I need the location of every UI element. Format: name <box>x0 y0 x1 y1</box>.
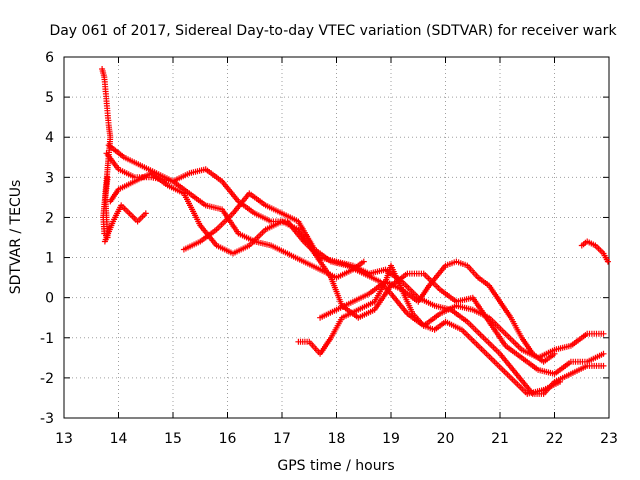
series-track-8 <box>578 238 611 265</box>
y-tick-label: 6 <box>45 50 54 66</box>
y-axis-title: SDTVAR / TECUs <box>8 180 24 295</box>
series-markers <box>578 238 611 265</box>
x-tick-label: 18 <box>328 431 346 447</box>
x-tick-label: 17 <box>273 431 291 447</box>
data-points <box>99 66 611 397</box>
series-track-6 <box>317 258 558 365</box>
series-track-early <box>99 66 114 241</box>
y-tick-label: -2 <box>40 371 54 387</box>
x-tick-label: 14 <box>110 431 128 447</box>
y-tick-label: 5 <box>45 90 54 106</box>
y-tick-label: 2 <box>45 210 54 226</box>
y-tick-label: 3 <box>45 170 54 186</box>
y-tick-label: 4 <box>45 130 54 146</box>
x-tick-label: 13 <box>55 431 73 447</box>
y-tick-label: -3 <box>40 411 54 427</box>
chart-title: Day 061 of 2017, Sidereal Day-to-day VTE… <box>49 23 617 39</box>
y-tick-label: 1 <box>45 251 54 267</box>
x-tick-label: 20 <box>437 431 455 447</box>
series-markers <box>99 66 114 241</box>
x-tick-label: 15 <box>164 431 182 447</box>
y-tick-label: -1 <box>40 331 54 347</box>
series-markers <box>107 170 607 377</box>
x-axis-title: GPS time / hours <box>277 458 394 474</box>
x-tick-label: 22 <box>546 431 564 447</box>
series-track-4 <box>180 190 607 361</box>
x-tick-label: 19 <box>382 431 400 447</box>
y-tick-label: 0 <box>45 291 54 307</box>
series-track-3 <box>107 170 607 377</box>
x-tick-label: 21 <box>491 431 509 447</box>
series-markers <box>317 258 558 365</box>
x-tick-label: 23 <box>600 431 618 447</box>
x-tick-label: 16 <box>219 431 237 447</box>
series-markers <box>180 190 607 361</box>
